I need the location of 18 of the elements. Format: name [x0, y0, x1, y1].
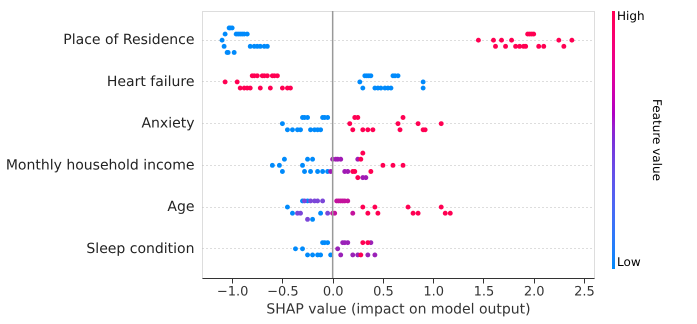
- x-tick-label: −1.0: [216, 284, 248, 300]
- y-tick-label: Anxiety: [141, 116, 194, 132]
- y-tick-label: Monthly household income: [6, 157, 194, 174]
- x-tick-label: 2.0: [524, 284, 545, 300]
- x-tick-label: 2.5: [574, 284, 595, 300]
- x-axis-title: SHAP value (impact on model output): [266, 302, 531, 318]
- y-tick-label: Sleep condition: [86, 240, 194, 257]
- x-tick-label: 1.5: [474, 284, 494, 300]
- y-tick-label: Heart failure: [106, 74, 194, 90]
- text: Low: [617, 255, 641, 269]
- y-tick-label: Age: [167, 199, 194, 216]
- text: High: [617, 9, 645, 23]
- color-bar-title: Feature value: [650, 99, 664, 181]
- y-tick-label: Place of Residence: [63, 32, 194, 48]
- x-tick-label: 0.5: [373, 284, 394, 300]
- x-tick-label: −0.5: [267, 284, 299, 300]
- x-tick-label: 0.0: [322, 284, 344, 300]
- x-tick-label: 1.0: [423, 284, 444, 300]
